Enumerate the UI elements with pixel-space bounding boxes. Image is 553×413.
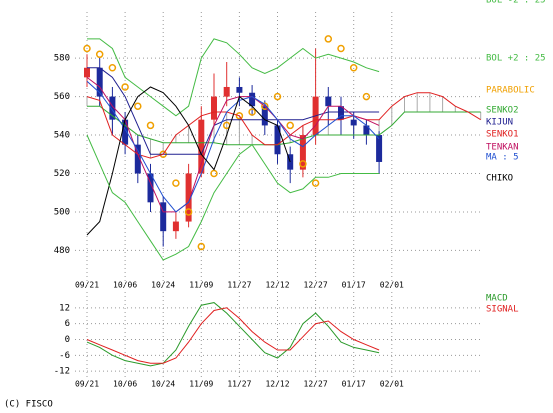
legend-label: SIGNAL — [486, 305, 519, 315]
candle-body — [261, 106, 268, 126]
series-line — [86, 80, 380, 213]
x-tick-label: 09/21 — [75, 380, 99, 389]
series-line — [86, 92, 481, 159]
y-tick-label: -6 — [59, 351, 70, 361]
parabolic-dot — [197, 242, 206, 251]
parabolic-dot — [349, 64, 358, 72]
candle-body — [84, 67, 90, 78]
candle-body — [274, 125, 281, 155]
x-tick-label: 10/24 — [151, 380, 175, 389]
x-tick-label: 12/27 — [304, 380, 328, 389]
legend-label: TENKAN — [486, 143, 519, 153]
series-line — [86, 86, 291, 236]
copyright: (C) FISCO — [4, 400, 53, 410]
candle-body — [211, 96, 217, 120]
candle-body — [172, 221, 179, 232]
parabolic-dot — [210, 169, 218, 178]
x-tick-label: 02/01 — [380, 380, 404, 389]
parabolic-dot — [273, 92, 282, 101]
y-tick-label: 580 — [54, 54, 70, 64]
parabolic-dot — [172, 179, 180, 187]
legend-label: CHIKO — [486, 174, 513, 184]
parabolic-dot — [146, 121, 155, 130]
candle-body — [185, 173, 192, 222]
legend-label: MACD — [486, 294, 508, 304]
candle-body — [147, 173, 154, 203]
legend-label: MA : 5 — [486, 153, 519, 163]
candle-body — [134, 144, 141, 174]
legend-label: PARABOLIC — [486, 86, 535, 96]
parabolic-dot — [83, 44, 91, 53]
legend-label: KIJUN — [486, 118, 513, 128]
candle-body — [236, 86, 243, 93]
candle-body — [96, 67, 103, 97]
y-tick-label: 520 — [54, 169, 70, 179]
parabolic-dot — [95, 50, 104, 59]
candle-body — [338, 106, 344, 120]
parabolic-dot — [261, 102, 269, 110]
x-tick-label: 01/17 — [342, 380, 366, 389]
y-tick-label: 540 — [54, 131, 70, 141]
y-tick-label: -12 — [54, 367, 70, 377]
candle-body — [299, 135, 306, 170]
candle-body — [325, 96, 332, 107]
candle-body — [122, 119, 129, 145]
y-tick-label: 480 — [54, 246, 70, 256]
y-tick-label: 12 — [59, 303, 70, 313]
parabolic-dot — [362, 92, 371, 101]
candle-body — [350, 119, 357, 126]
series-line — [86, 307, 380, 364]
parabolic-dot — [286, 121, 294, 130]
series-line — [86, 134, 380, 261]
parabolic-dot — [235, 112, 244, 120]
candle-body — [376, 135, 383, 162]
y-tick-label: 500 — [54, 207, 70, 217]
legend-label: BOL +2 : 25 — [486, 54, 546, 64]
candle-body — [363, 125, 370, 136]
x-tick-label: 11/09 — [189, 380, 213, 389]
parabolic-dot — [337, 44, 345, 53]
legend-label: SENKO2 — [486, 106, 519, 116]
parabolic-dot — [108, 64, 117, 72]
candle-body — [160, 202, 167, 232]
x-tick-label: 11/27 — [227, 380, 251, 389]
series-line — [87, 67, 380, 155]
parabolic-dot — [184, 208, 193, 216]
y-tick-label: 560 — [54, 92, 70, 102]
series-line — [86, 77, 380, 213]
legend-label: BOL -2 : 25 — [486, 0, 546, 6]
y-tick-label: 0 — [65, 335, 70, 345]
parabolic-dot — [134, 102, 142, 110]
candle-body — [223, 86, 230, 97]
series-line — [87, 38, 380, 117]
parabolic-dot — [311, 179, 320, 187]
x-tick-label: 10/06 — [113, 380, 137, 389]
parabolic-dot — [121, 83, 129, 91]
parabolic-dot — [299, 160, 307, 168]
x-tick-label: 12/12 — [265, 380, 289, 389]
series-line — [86, 302, 380, 367]
parabolic-dot — [324, 35, 333, 43]
y-tick-label: 6 — [65, 319, 70, 329]
candle-body — [198, 119, 205, 174]
parabolic-dot — [248, 108, 256, 116]
legend-label: SENKO1 — [486, 130, 519, 140]
candle-body — [109, 96, 116, 120]
candle-body — [249, 92, 256, 107]
